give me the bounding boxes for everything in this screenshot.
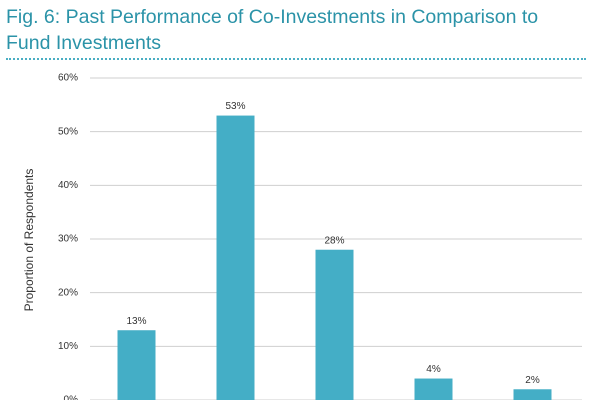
y-tick-label: 60% xyxy=(58,73,78,84)
title-rule xyxy=(6,58,586,60)
y-tick-label: 20% xyxy=(58,287,78,298)
y-axis-label: Proportion of Respondents xyxy=(22,169,36,312)
y-tick-label: 50% xyxy=(58,126,78,137)
bar xyxy=(513,389,552,400)
bar xyxy=(315,249,354,400)
value-label: 4% xyxy=(426,364,441,375)
value-label: 28% xyxy=(324,235,344,246)
value-label: 13% xyxy=(126,316,146,327)
y-tick-label: 30% xyxy=(58,234,78,245)
bar xyxy=(216,115,255,400)
value-label: 53% xyxy=(225,101,245,112)
bar xyxy=(117,330,156,400)
value-label: 2% xyxy=(525,375,540,386)
y-tick-label: 10% xyxy=(58,341,78,352)
y-tick-label: 0% xyxy=(64,395,79,400)
bar xyxy=(414,378,453,400)
chart-title: Fig. 6: Past Performance of Co-Investmen… xyxy=(6,6,539,54)
y-tick-label: 40% xyxy=(58,180,78,191)
